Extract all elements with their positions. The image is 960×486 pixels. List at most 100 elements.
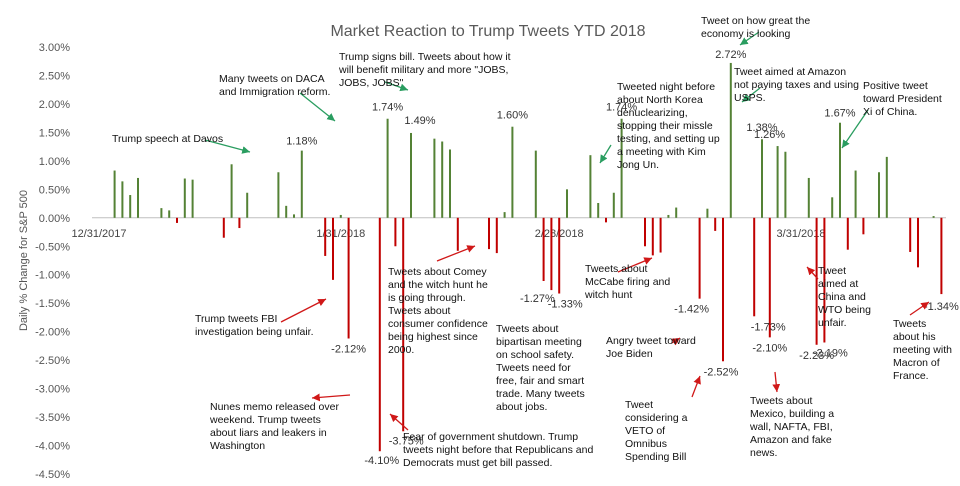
bar	[815, 217, 818, 345]
bar	[807, 177, 810, 218]
bar	[542, 217, 545, 281]
y-tick-label: 1.00%	[39, 156, 70, 168]
bar	[612, 192, 615, 218]
bar	[300, 150, 303, 218]
bar	[339, 214, 342, 218]
bar	[183, 178, 186, 218]
bar	[347, 217, 350, 339]
data-label: 1.74%	[606, 102, 637, 114]
bar	[324, 217, 327, 256]
bar	[784, 151, 787, 218]
annotation-shutdown: Fear of government shutdown. Trump tweet…	[403, 431, 594, 469]
bar	[940, 217, 943, 295]
bar	[121, 181, 124, 218]
y-tick-label: 3.00%	[39, 42, 70, 54]
bar	[597, 202, 600, 218]
arrow-wto	[806, 266, 819, 280]
bar	[511, 126, 514, 218]
y-tick-label: -0.50%	[35, 241, 70, 253]
annotation-wto: Tweet aimed at China and WTO being unfai…	[818, 265, 871, 329]
bar	[238, 217, 241, 229]
bar	[854, 170, 857, 218]
data-label: 1.74%	[372, 102, 403, 114]
annotation-mccabe: Tweets about McCabe firing and witch hun…	[585, 263, 671, 301]
annotation-biden: Angry tweet toward Joe Biden	[606, 335, 696, 360]
bar	[441, 141, 444, 218]
y-tick-label: 0.00%	[39, 213, 70, 225]
annotation-fbi: Trump tweets FBI investigation being unf…	[195, 313, 314, 338]
data-label: 1.18%	[286, 136, 317, 148]
bar	[729, 62, 732, 218]
bar	[534, 150, 537, 218]
arrow-mexico	[772, 371, 781, 393]
arrow-amazon	[741, 87, 761, 103]
bar	[488, 217, 490, 250]
y-axis-label: Daily % Change for S&P 500	[18, 190, 30, 331]
bar	[176, 217, 178, 223]
y-tick-label: -3.00%	[35, 384, 70, 396]
annotation-veto: Tweet considering a VETO of Omnibus Spen…	[625, 399, 688, 463]
bar	[191, 179, 194, 218]
bar	[776, 146, 779, 218]
bar	[651, 217, 654, 256]
annotation-davos: Trump speech at Davos	[112, 133, 224, 145]
bar	[558, 217, 561, 294]
bar	[659, 217, 662, 253]
bar	[909, 217, 912, 252]
y-tick-label: -2.50%	[35, 355, 70, 367]
annotation-daca: Many tweets on DACA and Immigration refo…	[219, 73, 331, 98]
bar	[285, 205, 288, 218]
bar	[550, 217, 553, 291]
data-label: -1.27%	[520, 293, 555, 305]
bar	[698, 217, 701, 299]
y-tick-label: 2.50%	[39, 70, 70, 82]
annotation-comey: Tweets about Comey and the witch hunt he…	[388, 266, 488, 356]
y-tick-label: -4.50%	[35, 469, 70, 481]
annotation-nunes: Nunes memo released over weekend. Trump …	[210, 401, 339, 452]
bar	[831, 197, 834, 218]
bar	[878, 172, 880, 218]
bar	[932, 216, 935, 218]
bar	[456, 217, 459, 251]
arrow-nunes	[311, 393, 351, 402]
data-label: -1.73%	[751, 321, 786, 333]
y-tick-label: -2.00%	[35, 327, 70, 339]
bar	[293, 214, 295, 218]
x-tick-label: 3/31/2018	[777, 228, 826, 240]
bar	[722, 217, 724, 362]
arrow-mccabe	[617, 257, 653, 273]
bar	[823, 217, 826, 343]
data-label: -2.10%	[752, 342, 787, 354]
bar	[706, 208, 709, 218]
data-label: 1.60%	[497, 110, 528, 122]
data-label: -2.23%	[799, 350, 834, 362]
bar	[332, 217, 334, 280]
x-tick-label: 12/31/2017	[71, 228, 126, 240]
y-tick-label: -1.00%	[35, 270, 70, 282]
bar	[589, 155, 592, 218]
data-label: 2.72%	[715, 49, 746, 61]
bar	[495, 217, 498, 254]
bar	[644, 217, 646, 247]
bar	[761, 139, 763, 218]
data-label: -3.75%	[389, 435, 424, 447]
annotation-xi: Positive tweet toward President Xi of Ch…	[863, 80, 942, 118]
bar	[137, 177, 139, 218]
y-tick-label: -1.50%	[35, 298, 70, 310]
annotation-mexico: Tweets about Mexico, building a wall, NA…	[750, 395, 835, 459]
bar	[394, 217, 397, 247]
bar	[410, 132, 412, 218]
bar	[168, 210, 171, 218]
annotation-amazon: Tweet aimed at Amazon not paying taxes a…	[734, 66, 859, 104]
bar	[885, 156, 888, 218]
bar	[433, 138, 436, 218]
annotation-signs-bill: Trump signs bill. Tweets about how it wi…	[339, 51, 511, 89]
arrow-daca	[299, 92, 336, 122]
bar	[839, 122, 841, 218]
y-tick-label: 1.50%	[39, 127, 70, 139]
arrow-comey	[436, 245, 476, 262]
annotation-macron: Tweets about his meeting with Macron of …	[893, 318, 952, 382]
bar	[675, 207, 678, 218]
bar	[402, 217, 405, 432]
